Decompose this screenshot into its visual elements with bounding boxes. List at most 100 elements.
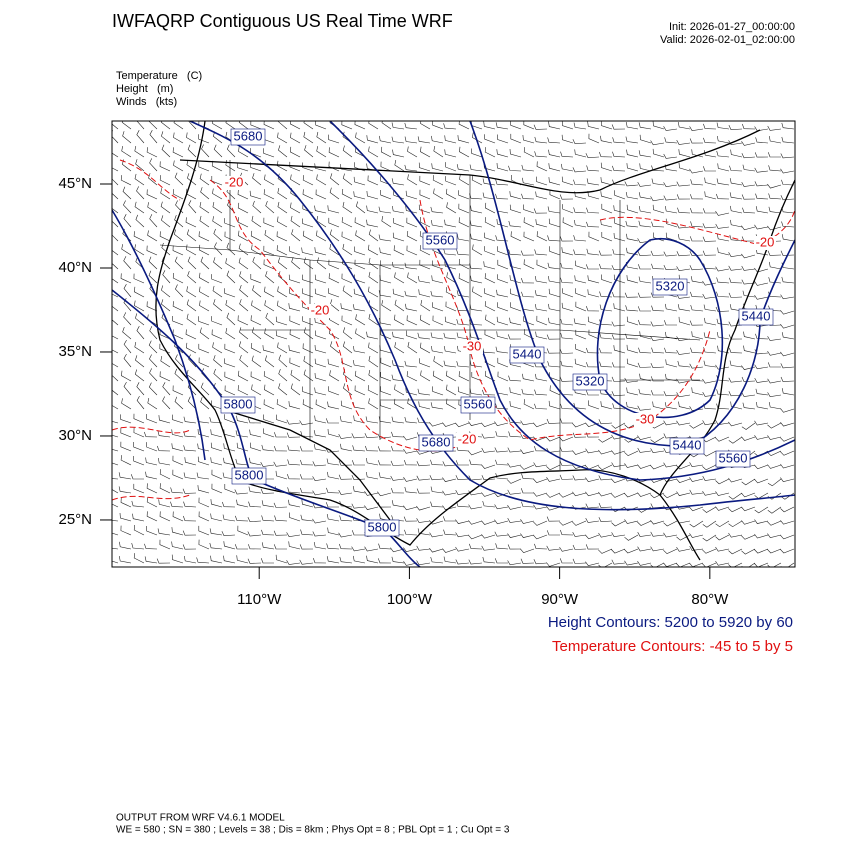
wind-barb <box>534 276 548 284</box>
wind-barb <box>507 462 522 468</box>
wind-barb <box>677 360 691 368</box>
wind-barb <box>742 402 756 410</box>
wind-barb <box>355 230 366 242</box>
wind-barb <box>234 544 249 550</box>
wind-barb <box>626 163 639 172</box>
wind-barb <box>184 555 197 564</box>
wind-barb <box>161 299 171 312</box>
wind-barb <box>561 121 574 130</box>
wind-barb <box>572 139 587 145</box>
wind-barb <box>626 275 639 284</box>
wind-barb <box>251 327 262 340</box>
wind-barb <box>327 358 340 368</box>
height-label: 5800 <box>368 519 397 534</box>
wind-barb <box>560 319 574 326</box>
wind-barb <box>264 286 275 298</box>
wind-barb <box>754 181 769 187</box>
wind-barb <box>481 422 496 428</box>
wind-barb <box>262 345 275 354</box>
wind-barb <box>678 162 691 172</box>
wind-barb <box>133 273 145 284</box>
wind-barb <box>754 420 769 426</box>
wind-barb <box>650 390 665 396</box>
wind-barb <box>149 158 158 172</box>
wind-barb <box>521 291 535 298</box>
wind-barb <box>689 489 704 495</box>
wind-barb <box>186 313 197 326</box>
wind-barb <box>237 202 249 214</box>
wind-barb <box>277 257 288 270</box>
wind-barb <box>156 558 171 564</box>
wind-barb <box>611 422 626 429</box>
wind-barb <box>147 398 158 410</box>
wind-barb <box>455 460 469 466</box>
wind-barb <box>225 328 236 340</box>
wind-barb <box>562 288 574 298</box>
wind-barb <box>264 384 275 396</box>
wind-barb <box>352 360 366 368</box>
wind-barb <box>405 205 418 214</box>
wind-barb <box>650 531 665 537</box>
wind-barb <box>548 317 561 326</box>
wind-barb <box>754 533 769 539</box>
wind-barb <box>728 124 743 131</box>
wind-barb <box>598 464 613 471</box>
wind-barb <box>404 136 418 144</box>
wind-barb <box>690 207 704 214</box>
wind-barb <box>548 276 561 284</box>
wind-barb <box>186 229 197 242</box>
wind-barb <box>715 520 730 528</box>
wind-barb <box>743 345 756 354</box>
wind-barb <box>767 152 782 158</box>
wind-barb <box>302 189 314 200</box>
wind-barb <box>729 234 743 242</box>
wind-barb <box>598 502 613 508</box>
wind-barb <box>342 327 353 340</box>
wind-barb <box>600 177 613 186</box>
wind-barb <box>182 544 197 550</box>
wind-barb <box>767 450 782 457</box>
wind-barb <box>637 292 652 298</box>
wind-barb <box>328 217 340 228</box>
wind-barb <box>327 527 340 536</box>
wind-barb <box>162 270 171 284</box>
wind-barb <box>315 399 327 410</box>
wind-barb <box>678 401 691 410</box>
wind-barb <box>354 246 366 256</box>
wind-barb <box>548 177 561 186</box>
wind-barb <box>456 164 470 172</box>
wind-barb <box>212 121 223 130</box>
wind-barb <box>768 165 782 172</box>
wind-barb <box>495 543 509 550</box>
wind-barb <box>147 202 158 214</box>
wind-barb <box>446 398 457 410</box>
wind-barb <box>288 274 301 284</box>
wind-barb <box>637 405 652 411</box>
wind-barb <box>148 340 158 354</box>
wind-barb <box>481 534 496 539</box>
wind-barb <box>418 162 431 172</box>
height-legend: Height Contours: 5200 to 5920 by 60 <box>548 614 793 631</box>
wind-barb <box>481 520 496 525</box>
wind-barb <box>508 417 522 424</box>
wind-barb <box>368 229 379 242</box>
wind-barb <box>235 515 249 522</box>
wind-barb <box>612 403 626 410</box>
wind-barb <box>495 431 509 438</box>
wind-barb <box>469 220 483 228</box>
wind-barb <box>366 190 379 200</box>
wind-barb <box>212 216 223 228</box>
wind-barb <box>199 327 210 340</box>
wind-barb <box>405 303 418 312</box>
wind-barb <box>702 506 717 513</box>
wind-barb <box>637 520 652 526</box>
wind-barb <box>182 488 197 494</box>
wind-barb <box>278 354 288 368</box>
wind-barb <box>175 284 184 298</box>
wind-barb <box>443 346 457 354</box>
wind-barb <box>172 301 184 312</box>
wind-barb <box>767 125 782 131</box>
wind-barb <box>351 530 366 536</box>
wind-barb <box>197 443 210 452</box>
wind-barb <box>689 168 704 174</box>
